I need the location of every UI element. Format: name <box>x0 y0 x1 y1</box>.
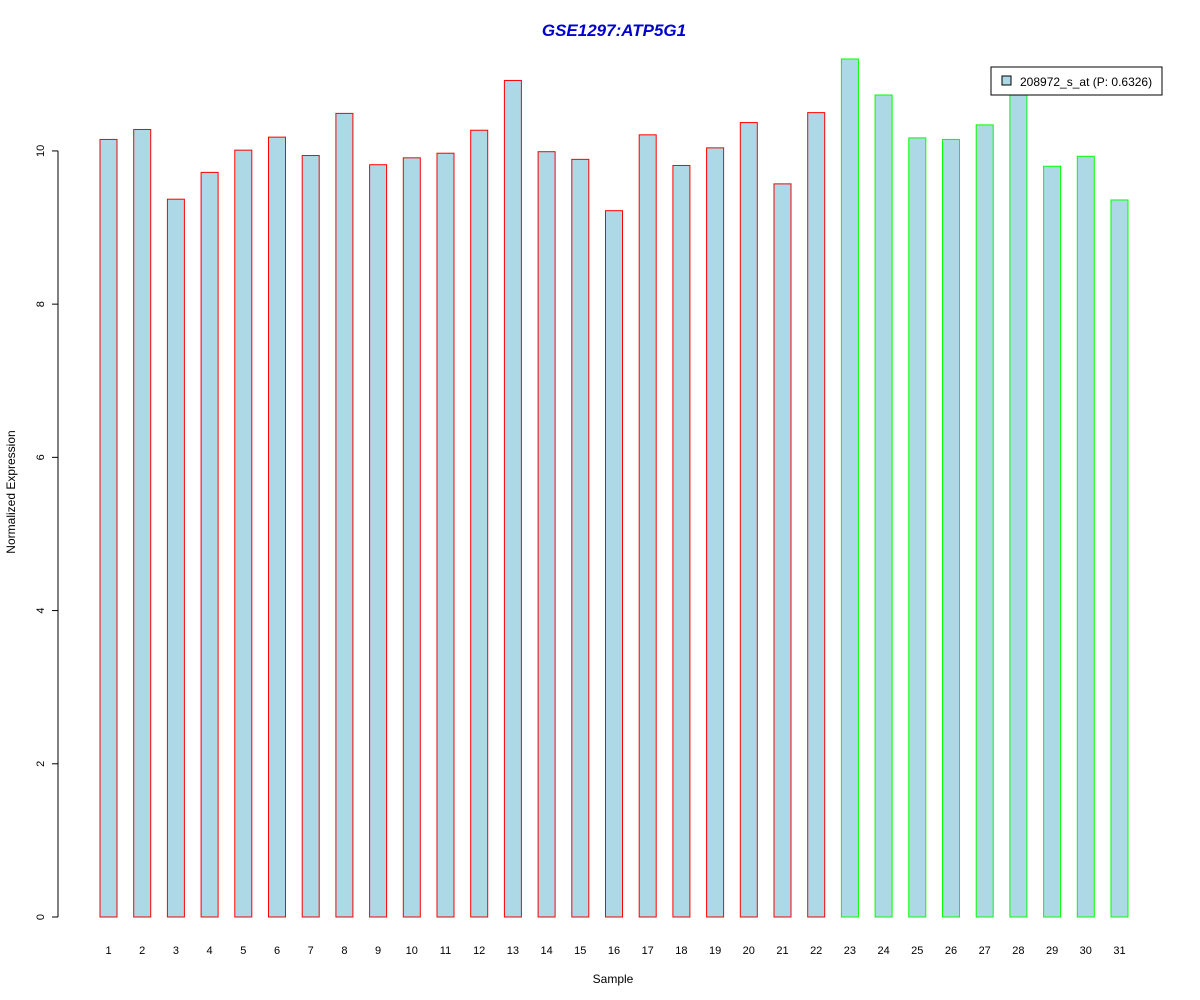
x-tick-label: 16 <box>608 945 620 957</box>
bars <box>99 58 1129 918</box>
x-tick-label: 12 <box>473 945 485 957</box>
bar <box>874 94 893 918</box>
bar <box>840 58 859 918</box>
bar <box>942 138 960 918</box>
bar <box>268 136 286 918</box>
bar <box>133 128 152 918</box>
x-tick-label: 19 <box>709 945 721 957</box>
bar <box>638 134 657 918</box>
bar <box>739 122 758 918</box>
x-tick-label: 6 <box>274 945 280 957</box>
y-tick-label: 2 <box>35 761 47 767</box>
bar <box>672 164 691 918</box>
x-tick-label: 27 <box>979 945 991 957</box>
bar <box>537 151 556 918</box>
y-tick-label: 6 <box>35 454 47 460</box>
y-tick-label: 10 <box>35 145 47 157</box>
x-tick-label: 4 <box>207 945 213 957</box>
bar <box>1009 93 1028 918</box>
x-tick-label: 23 <box>844 945 856 957</box>
x-tick-label: 25 <box>911 945 923 957</box>
legend-box <box>990 66 1163 96</box>
x-tick-label: 3 <box>173 945 179 957</box>
x-axis-label: Sample <box>593 972 634 986</box>
bar <box>166 198 185 918</box>
bar <box>470 129 489 918</box>
bar <box>369 164 388 918</box>
x-tick-label: 26 <box>945 945 957 957</box>
legend-label: 208972_s_at (P: 0.6326) <box>1020 75 1152 89</box>
bar <box>301 155 320 918</box>
bar <box>99 138 118 918</box>
x-tick-label: 18 <box>675 945 687 957</box>
bar <box>807 112 826 918</box>
x-tick-label: 17 <box>642 945 654 957</box>
x-tick-label: 31 <box>1113 945 1125 957</box>
bar <box>436 152 455 918</box>
x-tick-labels: 1 2 3 4 5 6 7 8 9 10 11 12 13 14 15 16 17 18 19 20 21 22 23 24 2… <box>105 945 1125 957</box>
x-tick-label: 7 <box>308 945 314 957</box>
x-tick-label: 5 <box>240 945 246 957</box>
bar <box>773 183 792 918</box>
bar <box>571 158 590 918</box>
legend: 208972_s_at (P: 0.6326) <box>990 66 1163 96</box>
bar <box>402 157 421 918</box>
bar <box>234 149 253 918</box>
x-tick-label: 29 <box>1046 945 1058 957</box>
x-tick-label: 20 <box>743 945 755 957</box>
bar <box>706 147 725 918</box>
x-tick-label: 13 <box>507 945 519 957</box>
bar <box>200 171 219 918</box>
x-tick-label: 9 <box>375 945 381 957</box>
bar <box>908 137 927 918</box>
y-tick-label: 8 <box>35 301 47 307</box>
x-tick-label: 28 <box>1012 945 1024 957</box>
bar <box>335 112 354 918</box>
bar <box>605 210 623 918</box>
bar <box>503 79 522 918</box>
x-tick-label: 30 <box>1080 945 1092 957</box>
x-tick-label: 22 <box>810 945 822 957</box>
x-tick-label: 11 <box>440 945 451 957</box>
x-tick-label: 14 <box>540 945 552 957</box>
x-tick-label: 2 <box>139 945 145 957</box>
bar <box>1110 199 1129 918</box>
bar <box>1043 165 1062 918</box>
bar <box>1076 155 1095 918</box>
x-tick-label: 8 <box>341 945 347 957</box>
y-axis-label: Normalized Expression <box>4 430 18 553</box>
y-axis: 0 2 4 6 8 10 <box>35 145 59 920</box>
x-tick-label: 1 <box>105 945 111 957</box>
x-tick-label: 21 <box>776 945 788 957</box>
y-tick-label: 4 <box>35 608 47 614</box>
y-tick-label: 0 <box>35 914 47 920</box>
chart-title: GSE1297:ATP5G1 <box>542 21 686 40</box>
x-tick-label: 10 <box>406 945 418 957</box>
legend-swatch <box>1001 75 1012 86</box>
x-tick-label: 24 <box>877 945 889 957</box>
x-tick-label: 15 <box>574 945 586 957</box>
bar <box>975 124 994 918</box>
